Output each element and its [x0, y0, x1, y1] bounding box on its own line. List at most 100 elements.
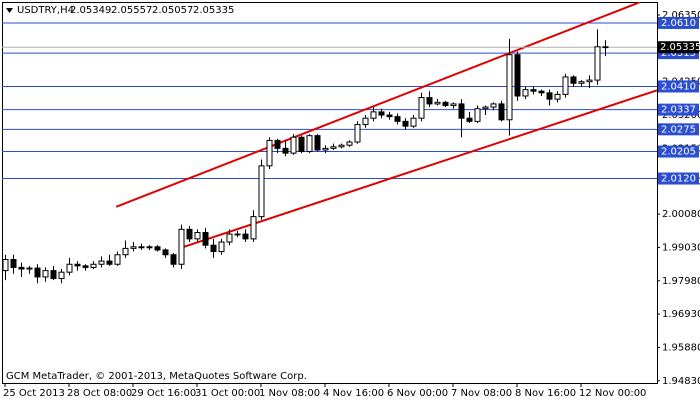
plot-frame: [2, 2, 658, 384]
candle-body: [234, 233, 241, 236]
candle-body: [338, 144, 345, 148]
y-tick-label: 1.96930: [662, 309, 700, 320]
x-tick-label: 31 Oct 00:00: [195, 388, 260, 399]
candle-body: [530, 89, 537, 92]
level-box: [658, 145, 699, 158]
candle-body: [458, 103, 465, 119]
candle-body: [18, 266, 25, 270]
level-box: [658, 103, 699, 116]
candle-body: [434, 101, 441, 105]
candle-body: [562, 76, 569, 95]
candle-body: [186, 228, 193, 240]
x-tick-label: 25 Oct 2013: [3, 388, 65, 399]
x-tick-label: 4 Nov 16:00: [323, 388, 384, 399]
candle-body: [98, 260, 105, 265]
candle-body: [26, 267, 33, 270]
candle-body: [538, 90, 545, 94]
candle-body: [370, 111, 377, 119]
candle-body: [50, 270, 57, 280]
candle-body: [66, 263, 73, 273]
candle-body: [306, 135, 313, 153]
copyright: GCM MetaTrader, © 2001-2013, MetaQuotes …: [6, 371, 307, 382]
trendline: [115, 2, 641, 208]
menu-triangle[interactable]: [6, 8, 13, 13]
level-box: [658, 80, 699, 93]
x-tick-label: 1 Nov 08:00: [259, 388, 320, 399]
x-tick-label: 12 Nov 00:00: [579, 388, 646, 399]
level-label: 2.0410: [661, 81, 696, 92]
candle-body: [578, 81, 585, 84]
level-label: 2.0275: [661, 124, 696, 135]
level-label: 2.0120: [661, 174, 696, 185]
candle-body: [570, 76, 577, 84]
candle-body: [282, 147, 289, 154]
candle-body: [114, 254, 121, 265]
candle-body: [10, 258, 17, 268]
level-box: [658, 172, 699, 185]
candle-body: [138, 246, 145, 249]
candle-body: [130, 246, 137, 249]
candle-body: [378, 111, 385, 116]
candle-body: [498, 103, 505, 121]
candle-body: [210, 244, 217, 253]
candle-body: [418, 97, 425, 119]
candle-body: [122, 247, 129, 256]
x-tick-label: 6 Nov 00:00: [387, 388, 448, 399]
y-tick-label: 1.99030: [662, 242, 700, 253]
candle-body: [266, 139, 273, 167]
candle-body: [242, 233, 249, 240]
candle-body: [522, 89, 529, 97]
candle-body: [450, 103, 457, 107]
axes: 2.063502.053002.042502.032002.021502.011…: [3, 10, 700, 399]
header-low: 2.05057: [152, 5, 193, 16]
candle-body: [554, 93, 561, 100]
price-label: 2.05335: [660, 42, 700, 53]
header-open: 2.05349: [70, 5, 111, 16]
candle-body: [322, 147, 329, 151]
candle-body: [394, 116, 401, 122]
candle-body: [506, 54, 513, 121]
level-box: [658, 16, 699, 29]
candle-body: [514, 54, 521, 97]
x-tick-label: 8 Nov 16:00: [515, 388, 576, 399]
y-tick-label: 2.06350: [662, 10, 700, 21]
level-label: 2.0337: [661, 105, 696, 116]
candle-body: [274, 139, 281, 149]
candle-body: [362, 117, 369, 126]
x-tick-label: 7 Nov 08:00: [451, 388, 512, 399]
candle-body: [298, 136, 305, 153]
x-tick-label: 28 Oct 08:00: [67, 388, 132, 399]
trendline: [179, 89, 657, 250]
candle-body: [146, 246, 153, 249]
candle-body: [170, 254, 177, 265]
candle-body: [330, 146, 337, 149]
candle-body: [106, 260, 113, 265]
candle-body: [250, 216, 257, 240]
header-close: 2.05335: [193, 5, 234, 16]
candle-body: [258, 165, 265, 218]
candle-body: [290, 136, 297, 154]
candle-body: [314, 135, 321, 151]
level-box: [658, 123, 699, 136]
x-tick-label: 29 Oct 16:00: [131, 388, 196, 399]
candle-body: [34, 267, 41, 278]
candle-body: [218, 241, 225, 253]
candle-body: [202, 232, 209, 246]
candle-body: [386, 114, 393, 118]
level-label: 2.0205: [661, 147, 696, 158]
candle-body: [90, 263, 97, 268]
candle-body: [594, 46, 601, 81]
candle-body: [474, 108, 481, 122]
candle-body: [402, 120, 409, 127]
candle-body: [490, 103, 497, 108]
price-box: [658, 41, 699, 54]
level-label: 2.0610: [661, 18, 696, 29]
candle-body: [354, 124, 361, 143]
candle-body: [410, 117, 417, 127]
header-high: 2.05557: [111, 5, 152, 16]
y-tick-label: 2.00080: [662, 209, 700, 220]
y-tick-label: 1.94830: [662, 376, 700, 387]
